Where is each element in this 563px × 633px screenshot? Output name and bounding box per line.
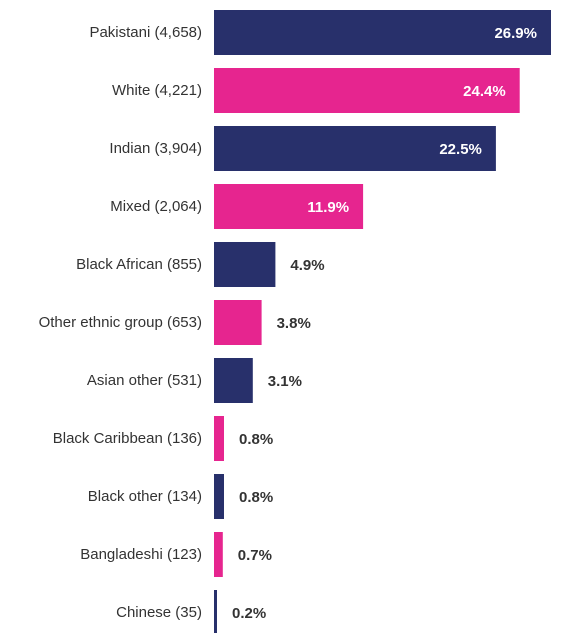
category-label-black-african: Black African (855) bbox=[76, 256, 202, 273]
value-label-other-ethnic-group: 3.8% bbox=[277, 315, 311, 332]
category-label-bangladeshi: Bangladeshi (123) bbox=[80, 546, 202, 563]
bar-pakistani bbox=[214, 10, 551, 55]
category-label-asian-other: Asian other (531) bbox=[87, 372, 202, 389]
value-label-indian: 22.5% bbox=[439, 141, 482, 158]
bar-black-other bbox=[214, 474, 224, 519]
bar-bangladeshi bbox=[214, 532, 223, 577]
value-label-chinese: 0.2% bbox=[232, 605, 266, 622]
value-label-mixed: 11.9% bbox=[307, 199, 349, 216]
bar-white bbox=[214, 68, 520, 113]
value-label-black-other: 0.8% bbox=[239, 489, 273, 506]
category-label-other-ethnic-group: Other ethnic group (653) bbox=[39, 314, 202, 331]
category-label-black-other: Black other (134) bbox=[88, 488, 202, 505]
bar-chinese bbox=[214, 590, 217, 633]
category-label-white: White (4,221) bbox=[112, 82, 202, 99]
value-label-pakistani: 26.9% bbox=[494, 25, 537, 42]
value-label-black-caribbean: 0.8% bbox=[239, 431, 273, 448]
category-label-mixed: Mixed (2,064) bbox=[110, 198, 202, 215]
bars-layer bbox=[214, 10, 551, 633]
bar-other-ethnic-group bbox=[214, 300, 262, 345]
category-label-black-caribbean: Black Caribbean (136) bbox=[53, 430, 202, 447]
labels-layer: Pakistani (4,658) 26.9% White (4,221) 24.4%… bbox=[39, 24, 537, 622]
value-label-asian-other: 3.1% bbox=[268, 373, 302, 390]
bar-mixed bbox=[214, 184, 364, 229]
bar-black-caribbean bbox=[214, 416, 224, 461]
category-label-indian: Indian (3,904) bbox=[109, 140, 202, 157]
value-label-bangladeshi: 0.7% bbox=[238, 547, 272, 564]
bar-indian bbox=[214, 126, 496, 171]
value-label-white: 24.4% bbox=[463, 83, 506, 100]
bar-asian-other bbox=[214, 358, 253, 403]
category-label-chinese: Chinese (35) bbox=[116, 604, 202, 621]
value-label-black-african: 4.9% bbox=[290, 257, 324, 274]
category-label-pakistani: Pakistani (4,658) bbox=[89, 24, 202, 41]
bar-black-african bbox=[214, 242, 276, 287]
